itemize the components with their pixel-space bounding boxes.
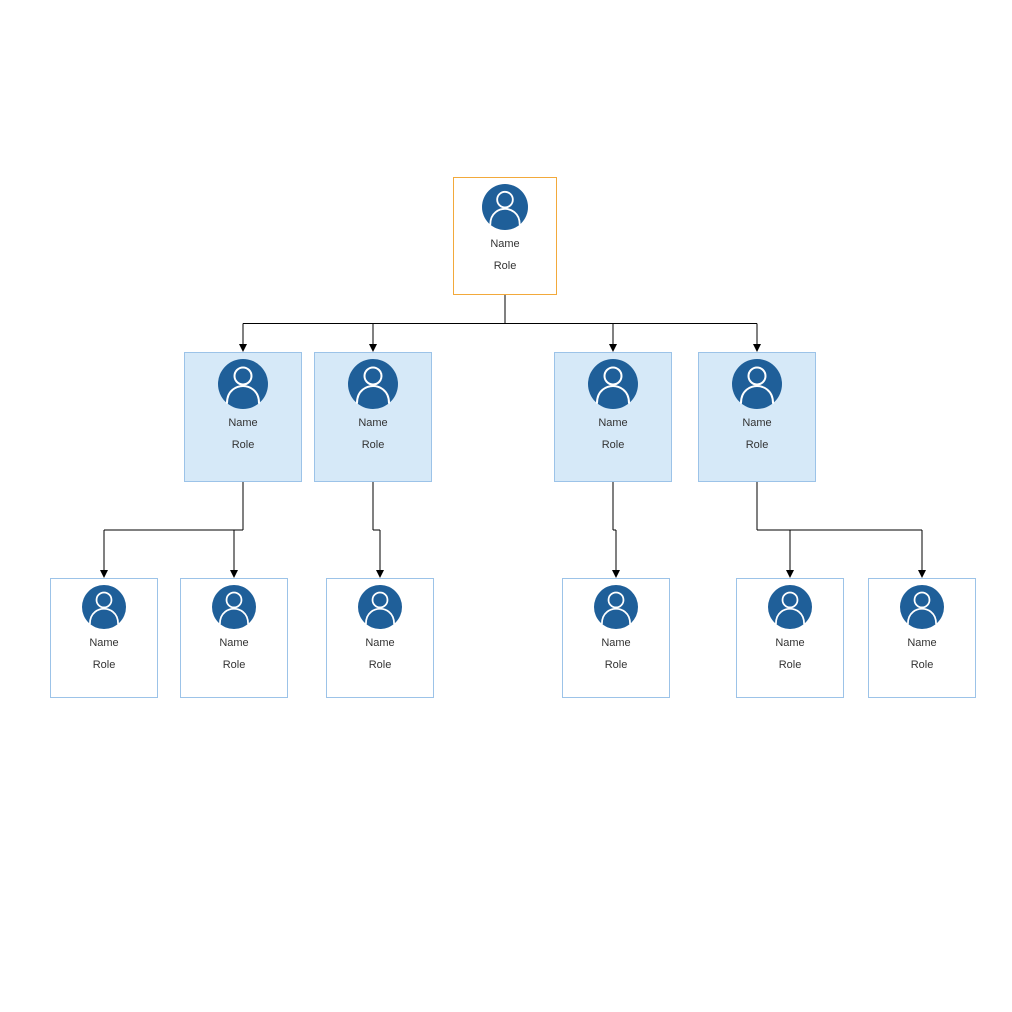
node-role: Role xyxy=(362,439,385,451)
org-node[interactable]: Name Role xyxy=(326,578,434,698)
node-role: Role xyxy=(602,439,625,451)
org-node[interactable]: Name Role xyxy=(180,578,288,698)
node-role: Role xyxy=(746,439,769,451)
node-name: Name xyxy=(228,417,257,429)
person-icon xyxy=(732,359,782,409)
node-role: Role xyxy=(369,659,392,671)
node-name: Name xyxy=(358,417,387,429)
person-icon xyxy=(212,585,256,629)
node-name: Name xyxy=(598,417,627,429)
node-role: Role xyxy=(494,260,517,272)
node-role: Role xyxy=(911,659,934,671)
node-role: Role xyxy=(223,659,246,671)
person-icon xyxy=(482,184,528,230)
org-node[interactable]: Name Role xyxy=(50,578,158,698)
person-icon xyxy=(768,585,812,629)
node-name: Name xyxy=(907,637,936,649)
node-name: Name xyxy=(775,637,804,649)
node-name: Name xyxy=(742,417,771,429)
person-icon xyxy=(594,585,638,629)
node-role: Role xyxy=(605,659,628,671)
org-node[interactable]: Name Role xyxy=(562,578,670,698)
node-role: Role xyxy=(232,439,255,451)
person-icon xyxy=(900,585,944,629)
person-icon xyxy=(218,359,268,409)
node-name: Name xyxy=(601,637,630,649)
node-name: Name xyxy=(89,637,118,649)
person-icon xyxy=(358,585,402,629)
person-icon xyxy=(588,359,638,409)
org-node[interactable]: Name Role xyxy=(554,352,672,482)
org-node[interactable]: Name Role xyxy=(736,578,844,698)
node-role: Role xyxy=(93,659,116,671)
org-node[interactable]: Name Role xyxy=(698,352,816,482)
org-chart-canvas: Name Role Name Role Name Role Name Role Name… xyxy=(0,0,1012,1012)
node-name: Name xyxy=(490,238,519,250)
node-role: Role xyxy=(779,659,802,671)
node-name: Name xyxy=(365,637,394,649)
node-name: Name xyxy=(219,637,248,649)
org-node[interactable]: Name Role xyxy=(314,352,432,482)
org-node[interactable]: Name Role xyxy=(453,177,557,295)
person-icon xyxy=(82,585,126,629)
org-node[interactable]: Name Role xyxy=(868,578,976,698)
org-node[interactable]: Name Role xyxy=(184,352,302,482)
person-icon xyxy=(348,359,398,409)
edges-layer xyxy=(0,0,1012,1012)
